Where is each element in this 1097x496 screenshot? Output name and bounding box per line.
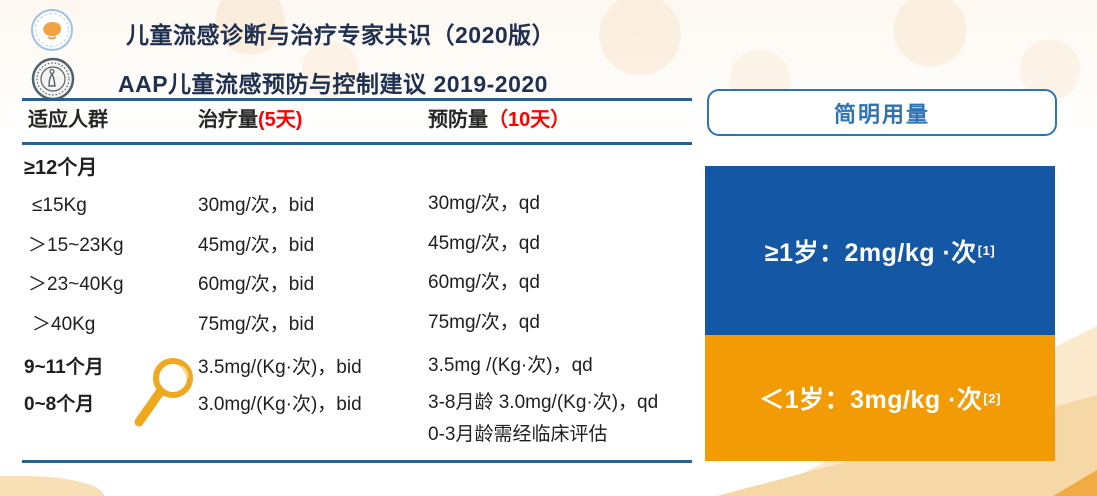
dosing-table: 适应人群 治疗量(5天) 预防量（10天） ≥12个月 ≤15Kg 30mg/次…	[22, 98, 692, 464]
dose-box-over-1yr: ≥1岁：2mg/kg ·次 [1]	[705, 166, 1055, 335]
reference-marker-1: [1]	[977, 243, 996, 258]
reference-marker-2: [2]	[983, 390, 1001, 406]
prophylaxis-cell: 30mg/次，qd	[428, 193, 540, 214]
column-header-prophylaxis: 预防量（10天）	[428, 109, 571, 131]
prophylaxis-cell-line2: 0-3月龄需经临床评估	[428, 424, 608, 445]
column-header-treatment: 治疗量(5天)	[198, 109, 303, 131]
table-bottom-rule	[22, 460, 692, 463]
prophylaxis-cell: 75mg/次，qd	[428, 312, 540, 333]
header-row-2: AAP儿童流感预防与控制建议 2019-2020	[30, 56, 548, 107]
treatment-cell: 75mg/次，bid	[198, 314, 315, 335]
cma-association-logo-icon	[30, 8, 74, 57]
table-group-header: ≥12个月	[24, 157, 98, 179]
treatment-cell: 60mg/次，bid	[198, 274, 315, 295]
dose-text-over-1yr: ≥1岁：2mg/kg ·次	[764, 238, 977, 267]
prophylaxis-duration-note: （10天）	[488, 109, 571, 131]
prophylaxis-cell: 3.5mg /(Kg·次)，qd	[428, 355, 593, 376]
prophylaxis-cell: 3-8月龄 3.0mg/(Kg·次)，qd	[428, 392, 659, 413]
population-cell: ≤15Kg	[32, 195, 87, 216]
dose-box-under-1yr: ＜1岁：3mg/kg ·次 [2]	[705, 335, 1055, 461]
summary-title-box: 简明用量	[707, 89, 1057, 136]
aap-seal-logo-icon	[30, 56, 76, 107]
population-cell: ＞23~40Kg	[28, 274, 124, 295]
bottom-left-wedge	[0, 476, 104, 496]
magnifier-icon	[128, 350, 200, 437]
treatment-cell: 45mg/次，bid	[198, 235, 315, 256]
treatment-cell: 30mg/次，bid	[198, 195, 315, 216]
treatment-cell: 3.0mg/(Kg·次)，bid	[198, 394, 362, 415]
column-header-population: 适应人群	[28, 109, 108, 131]
slide-title-1: 儿童流感诊断与治疗专家共识（2020版）	[126, 21, 556, 48]
table-header-rule	[22, 142, 692, 145]
population-cell: ＞40Kg	[32, 314, 96, 335]
dose-text-under-1yr: ＜1岁：3mg/kg ·次	[759, 386, 983, 414]
treatment-duration-note: (5天)	[258, 109, 303, 131]
population-cell: 0~8个月	[24, 394, 95, 415]
treatment-cell: 3.5mg/(Kg·次)，bid	[198, 357, 362, 378]
table-top-rule	[22, 98, 692, 101]
slide-title-2: AAP儿童流感预防与控制建议 2019-2020	[118, 70, 548, 97]
population-cell: 9~11个月	[24, 357, 104, 378]
prophylaxis-cell: 45mg/次，qd	[428, 233, 540, 254]
header-row-1: 儿童流感诊断与治疗专家共识（2020版）	[30, 8, 555, 57]
population-cell: ＞15~23Kg	[28, 235, 124, 256]
prophylaxis-cell: 60mg/次，qd	[428, 272, 540, 293]
